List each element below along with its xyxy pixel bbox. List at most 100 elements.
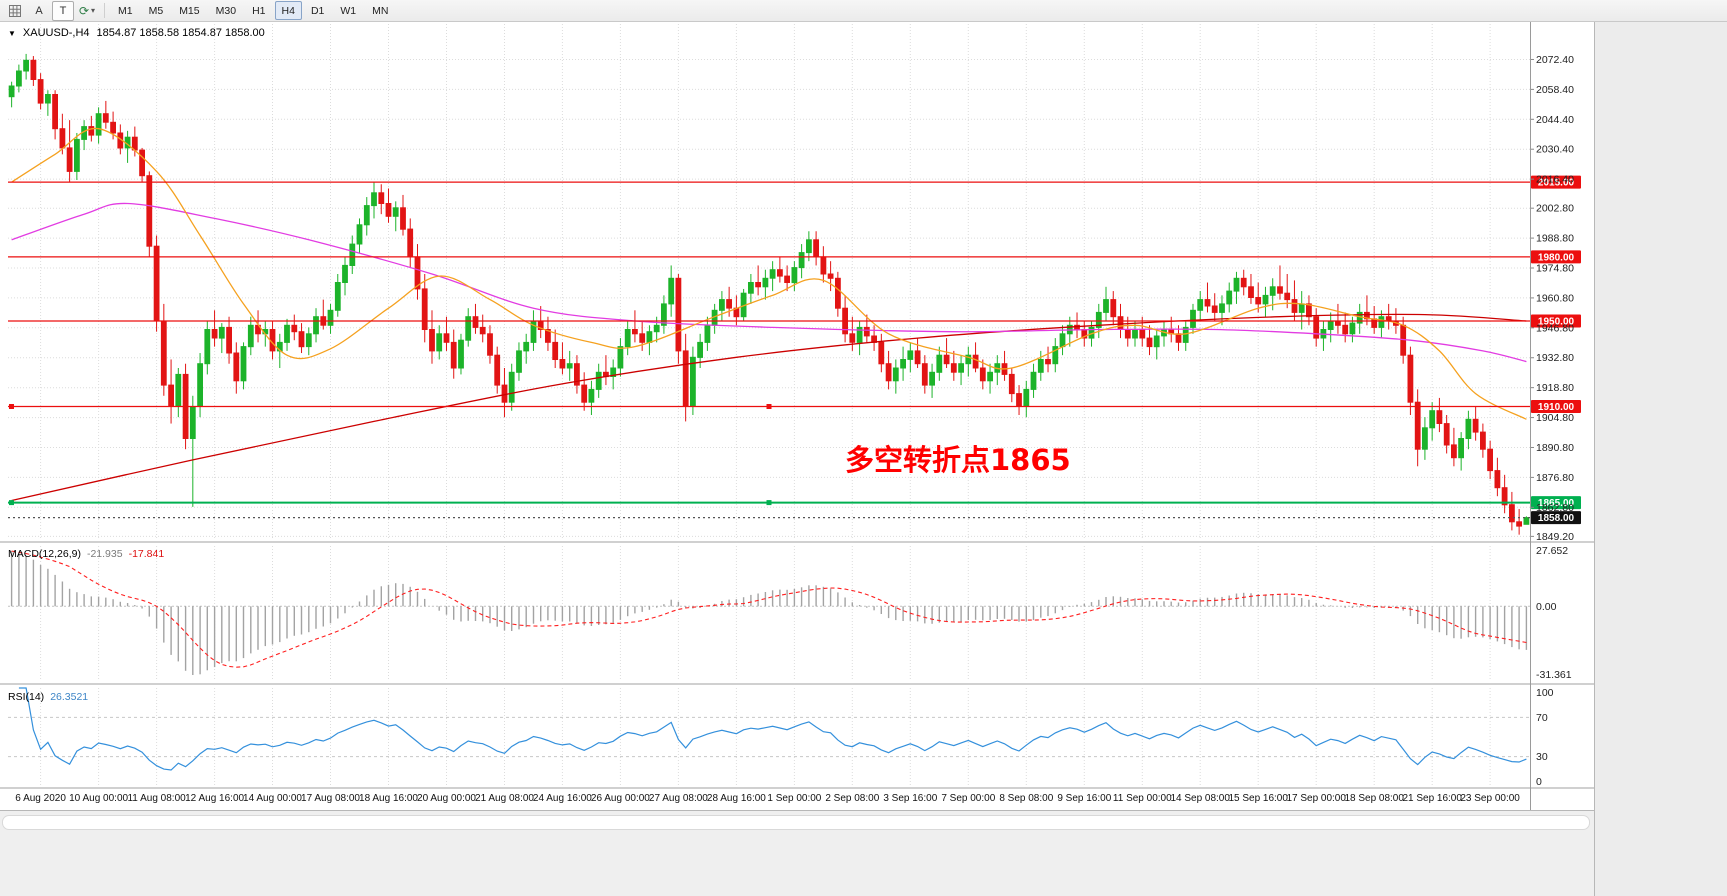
timeframe-button-m1[interactable]: M1 [118,4,133,17]
svg-text:1980.00: 1980.00 [1538,253,1575,264]
price-badge-1858.00 [1531,511,1581,525]
time-label: 17 Sep 00:00 [1286,793,1346,804]
time-label: 8 Sep 08:00 [999,793,1054,804]
hline-1865.00[interactable]: 1865.00 [8,496,1581,509]
time-label: 12 Aug 16:00 [185,793,245,804]
svg-text:2072.40: 2072.40 [1536,54,1574,66]
text-tool-a-button[interactable]: A [35,4,43,17]
svg-text:1932.80: 1932.80 [1536,352,1574,364]
time-label: 2 Sep 08:00 [825,793,880,804]
grid-tool-button[interactable] [4,1,26,21]
cycle-symbols-button[interactable]: ⟳ ▾ [76,1,98,21]
chevron-down-icon: ▾ [91,6,96,15]
time-label: 21 Sep 16:00 [1402,793,1462,804]
macd-label: MACD(12,26,9) -21.935 -17.841 [8,548,164,560]
time-label: 11 Aug 08:00 [127,793,186,804]
time-label: 14 Aug 00:00 [243,793,302,804]
macd-axis-label: -31.361 [1536,669,1572,681]
price-badge-1980.00 [1531,250,1581,264]
svg-text:1974.80: 1974.80 [1536,263,1574,275]
hline-1858.00[interactable]: 1858.00 [8,511,1581,524]
macd-name: MACD(12,26,9) [8,548,81,560]
time-label: 17 Aug 08:00 [301,793,360,804]
hline-2015.00[interactable]: 2015.00 [8,175,1581,189]
svg-text:1918.80: 1918.80 [1536,382,1574,394]
time-label: 10 Aug 00:00 [69,793,129,804]
symbol-collapse-icon[interactable]: ▼ [8,28,16,38]
hline-1950.00[interactable]: 1950.00 [8,314,1581,328]
time-label: 3 Sep 16:00 [883,793,938,804]
candlestick-series[interactable] [8,53,1530,535]
svg-text:2030.40: 2030.40 [1536,144,1574,156]
cycle-icon: ⟳ [78,3,90,18]
chart-header: ▼ XAUUSD-,H4 1854.87 1858.58 1854.87 185… [8,27,265,39]
rsi-axis-label: 30 [1536,751,1548,763]
svg-text:1849.20: 1849.20 [1536,531,1574,543]
time-label: 28 Aug 16:00 [706,793,766,804]
ma-slow-line[interactable] [11,202,1527,363]
timeframe-button-m30[interactable]: M30 [215,4,237,17]
macd-axis-label: 0.00 [1536,601,1557,613]
time-label: 15 Sep 16:00 [1228,793,1288,804]
chart-symbol-period: XAUUSD-,H4 [22,27,90,39]
rsi-axis-label: 70 [1536,712,1548,724]
timeframe-button-mn[interactable]: MN [372,4,389,17]
time-label: 27 Aug 08:00 [648,793,708,804]
rsi-name: RSI(14) [8,691,45,703]
svg-text:1910.00: 1910.00 [1538,402,1575,413]
rsi-axis-label: 100 [1536,687,1554,699]
timeframe-button-w1[interactable]: W1 [340,4,357,17]
time-label: 18 Sep 08:00 [1344,793,1404,804]
timeframe-button-d1[interactable]: D1 [310,4,325,17]
time-label: 11 Sep 00:00 [1112,793,1172,804]
time-label: 23 Sep 00:00 [1460,793,1520,804]
svg-text:2015.00: 2015.00 [1538,178,1575,189]
rsi-axis-label: 0 [1536,776,1542,788]
svg-text:1946.80: 1946.80 [1536,322,1574,334]
time-label: 20 Aug 00:00 [417,793,476,804]
ma-fast-line[interactable] [11,127,1527,420]
svg-text:1890.80: 1890.80 [1536,442,1574,454]
svg-text:1988.80: 1988.80 [1536,233,1574,245]
time-label: 1 Sep 00:00 [767,793,822,804]
svg-text:2016.40: 2016.40 [1536,174,1574,186]
chart-ohlc-values: 1854.87 1858.58 1854.87 1858.00 [96,27,265,39]
horizontal-scrollbar[interactable] [2,815,1590,830]
toolbar: A T ⟳ ▾ M1 M5 M15 M30 H1 H4 D1 W1 MN [0,0,1727,22]
price-badge-2015.00 [1531,175,1581,189]
hline-1910.00[interactable]: 1910.00 [8,400,1581,413]
toolbar-separator [104,3,105,18]
price-badge-1865.00 [1531,496,1581,510]
timeframe-button-h1[interactable]: H1 [252,4,266,17]
svg-text:1862.80: 1862.80 [1536,502,1574,514]
time-label: 21 Aug 08:00 [475,793,534,804]
svg-text:2058.40: 2058.40 [1536,84,1574,96]
bottom-strip [0,810,1594,896]
text-label-tool-button[interactable]: T [52,0,74,21]
time-label: 9 Sep 16:00 [1057,793,1112,804]
timeframe-button-h4[interactable]: H4 [274,1,302,20]
time-label: 7 Sep 00:00 [941,793,996,804]
hline-1980.00[interactable]: 1980.00 [8,250,1581,264]
timeframe-button-group: M1 M5 M15 M30 H1 H4 D1 W1 MN [110,1,396,20]
macd-main-value: -21.935 [86,548,123,560]
timeframe-button-m15[interactable]: M15 [179,4,200,17]
time-label: 18 Aug 16:00 [359,793,418,804]
rsi-label: RSI(14) 26.3521 [8,691,88,703]
svg-text:2044.40: 2044.40 [1536,114,1574,126]
svg-text:1858.00: 1858.00 [1538,513,1575,524]
svg-text:1865.00: 1865.00 [1538,498,1575,509]
rsi-value: 26.3521 [50,691,89,703]
price-badge-1910.00 [1531,400,1581,413]
macd-histogram [10,551,1528,675]
annotation-text[interactable]: 多空转折点1865 [845,443,1071,477]
svg-text:1904.80: 1904.80 [1536,412,1574,424]
ma-long-line[interactable] [11,313,1527,502]
rsi-line [18,687,1527,771]
svg-text:2002.80: 2002.80 [1536,203,1574,215]
time-label: 6 Aug 2020 [15,793,66,804]
price-axis-labels[interactable]: 2072.40 2058.40 2044.40 2030.40 2016.40 2002.… [1530,54,1574,543]
timeframe-button-m5[interactable]: M5 [148,4,164,17]
